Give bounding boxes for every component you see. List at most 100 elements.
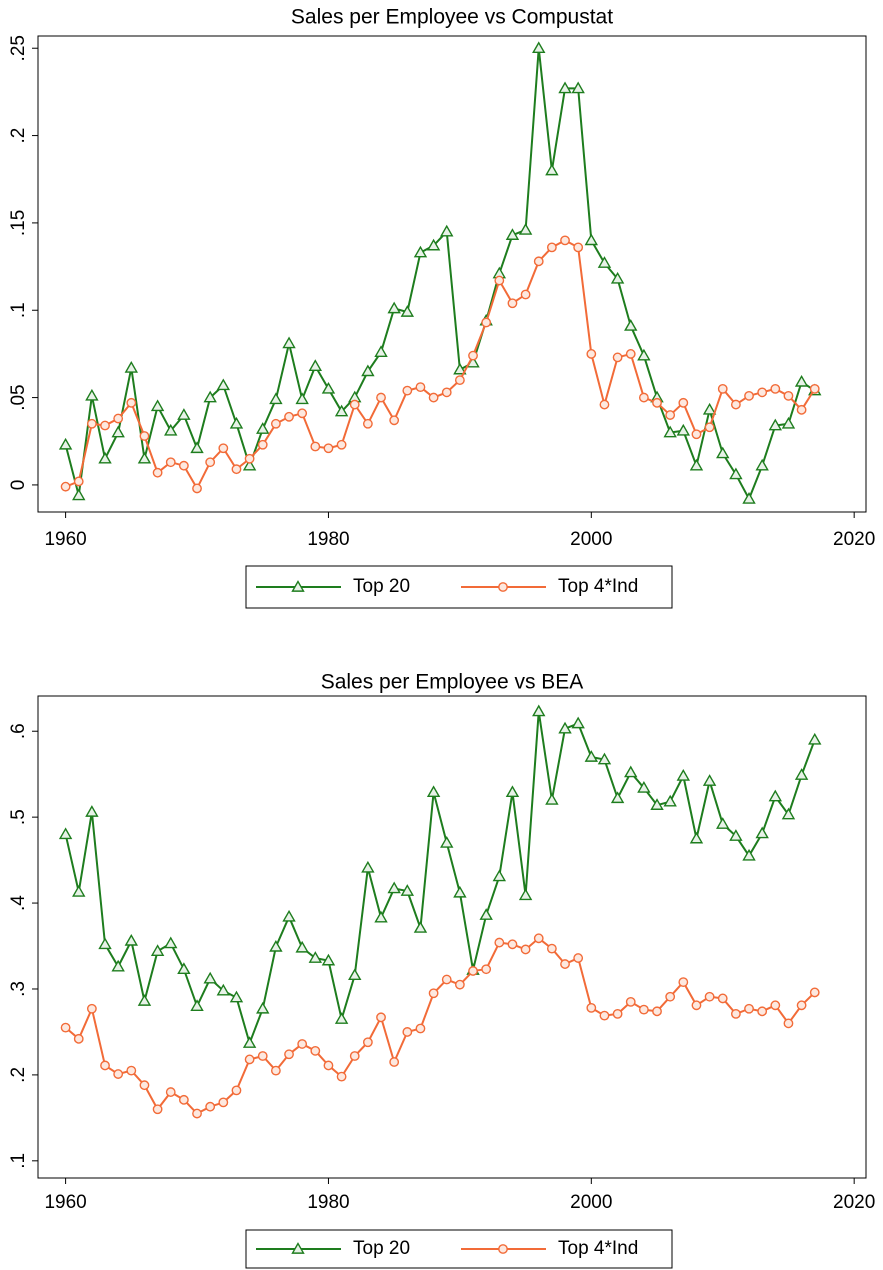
marker [625, 996, 636, 1007]
marker [415, 1023, 426, 1034]
marker [717, 993, 728, 1004]
marker [494, 275, 505, 286]
x-tick-label: 2020 [833, 1192, 875, 1213]
marker [177, 408, 191, 420]
marker [637, 348, 651, 361]
marker [571, 81, 585, 94]
marker [744, 1003, 754, 1014]
marker [295, 940, 309, 953]
marker [190, 441, 204, 454]
marker [58, 437, 73, 450]
marker [770, 1000, 781, 1011]
chart: Sales per Employee vs Compustat 0 .05 .1 .15… [8, 6, 875, 609]
marker [638, 1004, 649, 1015]
marker [796, 404, 807, 415]
marker [520, 944, 531, 955]
marker [532, 704, 546, 717]
series-line [64, 711, 816, 1047]
marker [387, 301, 401, 314]
marker [203, 390, 217, 403]
marker [468, 966, 478, 976]
marker [691, 429, 702, 440]
marker [374, 345, 388, 357]
marker [111, 425, 125, 438]
marker [716, 817, 730, 829]
marker [586, 1002, 597, 1013]
marker [794, 768, 809, 780]
marker [546, 242, 557, 253]
marker [468, 350, 478, 361]
y-tick-label: .3 [8, 981, 29, 997]
y-tick-label: .4 [8, 895, 29, 911]
marker [783, 1018, 794, 1029]
marker [612, 1008, 623, 1019]
marker [229, 416, 244, 429]
marker [599, 1010, 610, 1021]
marker [560, 959, 570, 969]
marker [124, 360, 139, 373]
marker [441, 974, 452, 985]
marker [310, 1045, 321, 1056]
marker [282, 336, 296, 349]
marker [573, 953, 584, 963]
marker [231, 464, 242, 475]
marker [376, 392, 386, 403]
marker [362, 418, 373, 429]
marker [717, 383, 728, 394]
marker [678, 977, 689, 988]
marker [244, 1054, 255, 1065]
marker [808, 732, 822, 745]
marker [809, 383, 820, 394]
marker [190, 999, 204, 1011]
marker [599, 399, 610, 410]
marker [441, 387, 452, 398]
marker [440, 224, 454, 237]
marker [505, 228, 520, 240]
marker [663, 794, 677, 807]
marker [730, 1008, 741, 1019]
marker [374, 910, 388, 923]
marker [597, 752, 612, 765]
marker [308, 359, 323, 371]
marker [218, 443, 229, 454]
marker [256, 1001, 270, 1014]
y-tick-label: .5 [8, 809, 29, 825]
marker [704, 991, 715, 1002]
marker [270, 1065, 281, 1076]
marker [86, 418, 97, 429]
marker [770, 383, 781, 394]
marker [242, 458, 257, 471]
marker [137, 994, 152, 1006]
marker [400, 884, 415, 896]
marker [781, 807, 796, 820]
x-tick-label: 2000 [570, 1192, 612, 1213]
marker [558, 81, 572, 94]
marker [72, 488, 86, 501]
marker [361, 364, 375, 377]
marker [98, 451, 112, 464]
marker [291, 580, 305, 592]
marker [229, 990, 244, 1003]
y-tick-label: .1 [8, 302, 29, 318]
marker [678, 397, 689, 408]
marker [400, 305, 415, 317]
plot-area [37, 35, 867, 513]
y-tick-label: .2 [8, 128, 29, 144]
marker [415, 382, 426, 393]
marker [310, 441, 321, 452]
marker [428, 988, 439, 999]
series-line [64, 48, 816, 502]
marker [216, 983, 231, 996]
marker [533, 933, 544, 944]
marker [126, 397, 137, 408]
marker [349, 399, 360, 410]
marker [150, 399, 165, 412]
marker [178, 1094, 189, 1105]
marker [584, 233, 599, 246]
legend-label: Top 4*Ind [558, 576, 638, 597]
marker [716, 446, 730, 459]
marker [323, 1060, 334, 1071]
marker [165, 457, 176, 468]
marker [126, 1065, 137, 1076]
